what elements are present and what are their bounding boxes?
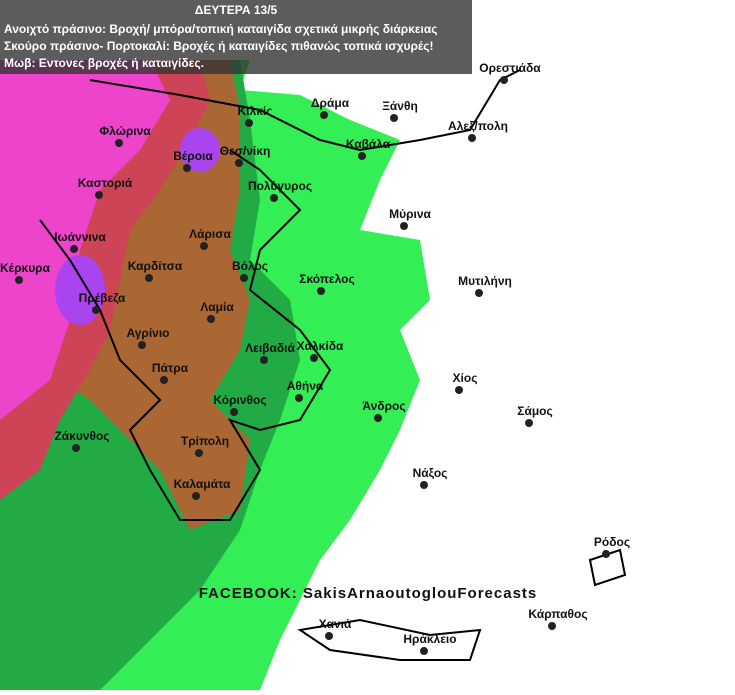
city-label: Χαλκίδα: [297, 339, 344, 353]
city-label: Μύρινα: [389, 207, 431, 221]
city-label: Κιλκίς: [238, 104, 273, 118]
city-label: Άνδρος: [362, 399, 405, 413]
city-label: Κέρκυρα: [0, 261, 51, 275]
city-dot: [310, 354, 318, 362]
city-dot: [183, 164, 191, 172]
city-dot: [70, 245, 78, 253]
city-dot: [475, 289, 483, 297]
city-dot: [374, 414, 382, 422]
city-dot: [525, 419, 533, 427]
watermark: FACEBOOK: SakisArnaoutoglouForecasts: [199, 585, 538, 602]
legend-line: Ανοιχτό πράσινο: Βροχή/ μπόρα/τοπική κατ…: [4, 22, 437, 36]
city-label: Σάμος: [517, 404, 553, 418]
city-label: Πάτρα: [152, 361, 189, 375]
city-label: Λαμία: [200, 300, 234, 314]
purple-area: [180, 128, 220, 172]
city-label: Ιωάννινα: [54, 230, 106, 244]
city-label: Βόλος: [232, 259, 268, 273]
city-label: Κόρινθος: [213, 393, 266, 407]
city-label: Νάξος: [413, 466, 448, 480]
city-dot: [400, 222, 408, 230]
city-dot: [420, 647, 428, 655]
city-dot: [235, 159, 243, 167]
city-label: Αλεξ/πολη: [448, 119, 508, 133]
rhodes-coastline: [588, 548, 627, 587]
city-dot: [115, 139, 123, 147]
border-line: [89, 69, 521, 152]
city-dot: [245, 119, 253, 127]
city-dot: [138, 341, 146, 349]
city-dot: [455, 386, 463, 394]
city-dot: [230, 408, 238, 416]
city-dot: [270, 194, 278, 202]
city-label: Χίος: [453, 371, 478, 385]
header-title: ΔΕΥΤΕΡΑ 13/5: [195, 3, 278, 17]
purple-area: [55, 255, 105, 325]
city-label: Δράμα: [311, 96, 350, 110]
city-dot: [295, 394, 303, 402]
city-label: Καβάλα: [346, 137, 391, 151]
coastline: [39, 149, 332, 521]
city-label: Βέροια: [173, 149, 213, 163]
city-dot: [15, 276, 23, 284]
city-dot: [92, 306, 100, 314]
magenta-area: [0, 60, 170, 420]
city-dot: [192, 492, 200, 500]
city-dot: [420, 481, 428, 489]
city-label: Θεσ/νίκη: [220, 144, 271, 158]
city-dot: [317, 287, 325, 295]
city-label: Λάρισα: [189, 227, 231, 241]
city-dot: [260, 356, 268, 364]
city-dot: [195, 449, 203, 457]
city-label: Σκόπελος: [299, 272, 354, 286]
city-label: Ηράκλειο: [403, 632, 456, 646]
city-dot: [602, 550, 610, 558]
city-label: Μυτιλήνη: [458, 274, 512, 288]
city-dot: [160, 376, 168, 384]
city-dot: [207, 315, 215, 323]
city-dot: [240, 274, 248, 282]
legend-line: Σκούρο πράσινο- Πορτοκαλί: Βροχές ή κατα…: [4, 39, 434, 53]
city-dot: [390, 114, 398, 122]
city-label: Λειβαδιά: [245, 341, 295, 355]
city-dot: [72, 444, 80, 452]
crete-coastline: [297, 618, 482, 661]
city-dot: [468, 134, 476, 142]
city-label: Αγρίνιο: [127, 326, 170, 340]
city-label: Ζάκυνθος: [54, 429, 109, 443]
city-label: Χανιά: [319, 617, 352, 631]
city-label: Τρίπολη: [181, 434, 229, 448]
city-label: Ρόδος: [594, 535, 630, 549]
city-label: Ορεστιάδα: [479, 61, 541, 75]
city-dot: [95, 191, 103, 199]
city-dot: [200, 242, 208, 250]
city-label: Ξάνθη: [382, 99, 418, 113]
city-label: Πρέβεζα: [79, 291, 126, 305]
city-label: Κάρπαθος: [528, 607, 587, 621]
city-label: Φλώρινα: [99, 124, 151, 138]
city-dot: [320, 111, 328, 119]
city-dot: [358, 152, 366, 160]
city-dot: [145, 274, 153, 282]
city-dot: [500, 76, 508, 84]
city-label: Καλαμάτα: [174, 477, 231, 491]
header-box: [0, 0, 472, 74]
city-label: Καρδίτσα: [128, 259, 183, 273]
city-dot: [325, 632, 333, 640]
city-label: Αθήνα: [287, 379, 324, 393]
city-label: Καστοριά: [78, 176, 133, 190]
city-dot: [548, 622, 556, 630]
city-label: Πολύγυρος: [248, 179, 312, 193]
legend-line: Μωβ: Εντονες βροχές ή καταιγίδες.: [4, 56, 204, 70]
